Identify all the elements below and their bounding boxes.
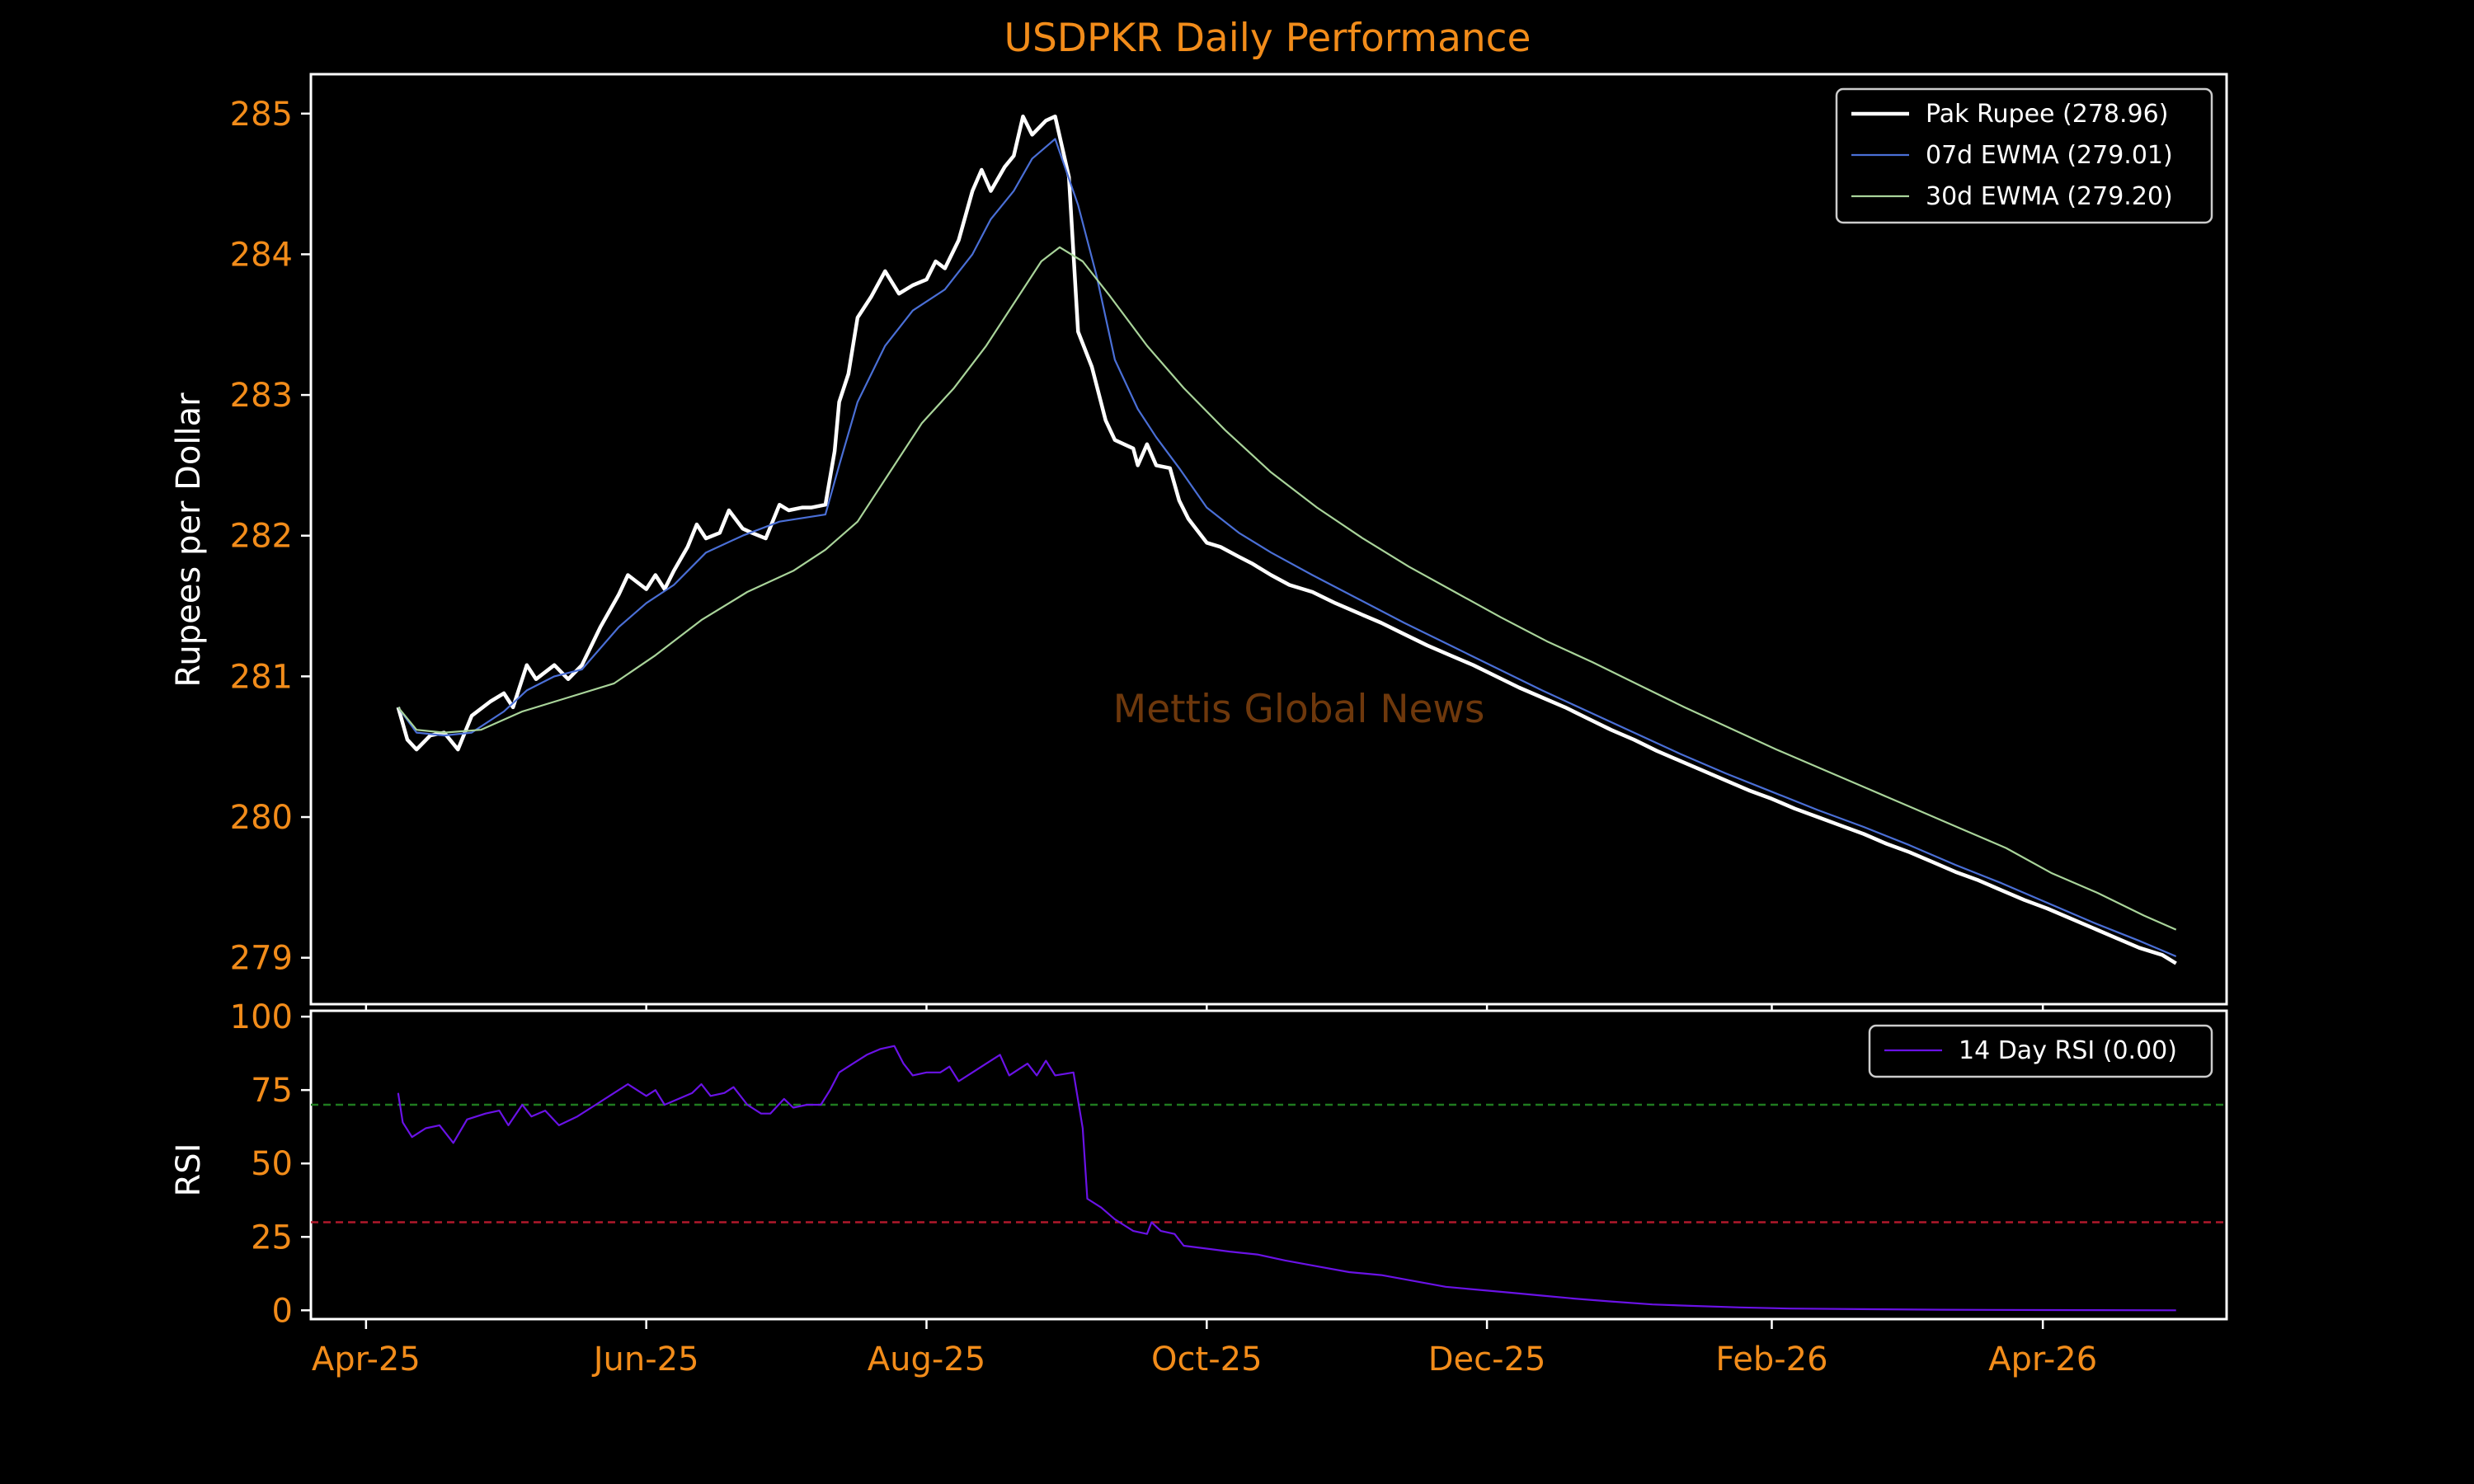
y-tick-label: 280 <box>230 799 293 837</box>
legend-entry: 14 Day RSI (0.00) <box>1959 1036 2177 1065</box>
y-tick-label: 285 <box>230 96 293 134</box>
y-axis-label: Rupees per Dollar <box>170 392 208 688</box>
x-tick-label: Feb-26 <box>1715 1341 1827 1378</box>
plot-area-0 <box>309 73 2228 1006</box>
y-tick-label: 281 <box>230 658 293 696</box>
price-panel: 279 280 281 282 283 284 285 Pak Rupee (278.96) 0… <box>230 73 2228 1014</box>
legend-box-1 <box>1868 1024 2213 1078</box>
series-line-07d-1 <box>397 138 2177 958</box>
series-line-pak-0 <box>396 114 2177 965</box>
y-tick-label: 75 <box>251 1072 293 1110</box>
watermark: Mettis Global News <box>1113 687 1485 732</box>
y-tick-label: 279 <box>230 940 293 978</box>
y-tick-label: 282 <box>230 518 293 556</box>
chart-title: USDPKR Daily Performance <box>1004 16 1531 61</box>
x-tick-label: Apr-25 <box>312 1341 421 1378</box>
y-tick-label: 0 <box>272 1292 293 1330</box>
x-tick-label: Jun-25 <box>591 1341 699 1378</box>
x-tick-label: Apr-26 <box>1988 1341 2097 1378</box>
series-line-30d-2 <box>397 246 2177 931</box>
rsi-axis-label: RSI <box>170 1144 208 1197</box>
x-tick-label: Oct-25 <box>1151 1341 1263 1378</box>
legend-box-0 <box>1835 87 2213 224</box>
y-tick-label: 284 <box>230 236 293 274</box>
rsi-panel: 0 25 50 75 100 Apr-25 Jun-25 Aug-25 Oct-25 Dec-25… <box>230 998 2228 1378</box>
y-tick-label: 50 <box>251 1145 293 1183</box>
legend-entry: Pak Rupee (278.96) <box>1926 100 2168 129</box>
y-tick-label: 283 <box>230 377 293 415</box>
legend-entry: 07d EWMA (279.01) <box>1926 141 2173 170</box>
x-tick-label: Dec-25 <box>1428 1341 1546 1378</box>
legend-entry: 30d EWMA (279.20) <box>1926 182 2173 211</box>
x-tick-label: Aug-25 <box>868 1341 985 1378</box>
y-tick-label: 100 <box>230 998 293 1036</box>
y-tick-label: 25 <box>251 1219 293 1256</box>
series-line-14-0 <box>397 1045 2176 1312</box>
